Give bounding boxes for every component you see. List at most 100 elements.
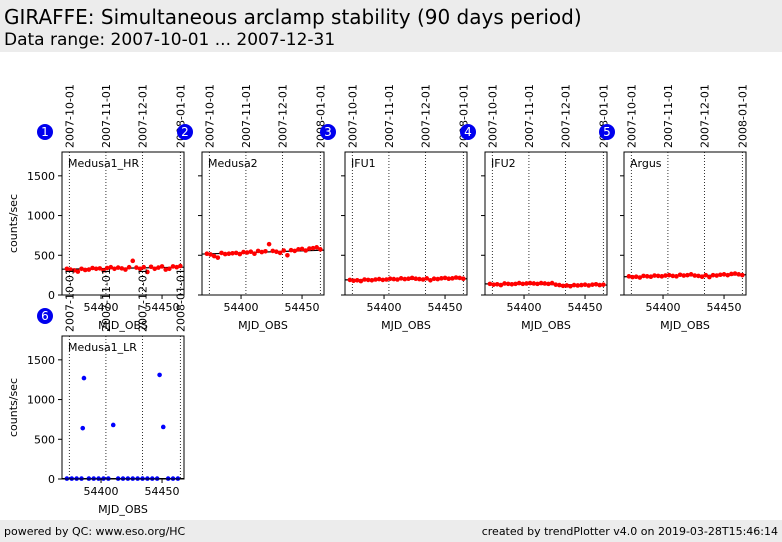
data-point: [369, 278, 375, 283]
data-point: [531, 281, 537, 286]
chart-panel-3: 3 2007-10-01 2007-11-01 2007-12-01 2008-01-0…: [320, 84, 470, 332]
data-point: [391, 276, 397, 282]
data-point: [699, 274, 705, 280]
date-tick-label: 2008-01-01: [174, 268, 187, 332]
data-point: [248, 249, 254, 255]
data-point: [450, 276, 455, 281]
x-tick-label: 54450: [707, 301, 742, 314]
data-point: [277, 250, 283, 256]
x-axis-label: MJD_OBS: [660, 319, 710, 332]
data-point: [80, 425, 86, 431]
panel-badge-icon: [177, 124, 193, 140]
data-point: [90, 265, 95, 271]
panel-label: Argus: [630, 157, 662, 170]
data-point: [516, 280, 522, 286]
data-point: [520, 281, 526, 287]
x-axis-label: MJD_OBS: [381, 319, 431, 332]
data-point: [542, 281, 548, 286]
panel-label: Medusa1_LR: [68, 341, 137, 354]
data-point: [740, 272, 745, 278]
data-point: [494, 281, 500, 287]
date-tick-label: 2007-11-01: [523, 84, 536, 148]
data-point: [703, 272, 709, 278]
data-point: [535, 281, 540, 287]
data-point: [108, 264, 114, 270]
panel-badge-number: 3: [324, 125, 332, 139]
date-tick-label: 2007-11-01: [662, 84, 675, 148]
data-point: [303, 248, 309, 253]
data-point: [696, 273, 701, 279]
data-point: [226, 251, 232, 256]
data-point: [145, 269, 150, 275]
x-tick-label: 54400: [367, 301, 402, 314]
data-point: [491, 282, 496, 287]
data-point: [546, 281, 551, 287]
data-point: [630, 274, 635, 280]
date-tick-label: 2007-12-01: [699, 84, 712, 148]
data-point: [549, 280, 555, 286]
data-point: [384, 277, 389, 282]
date-tick-label: 2007-12-01: [560, 84, 573, 148]
data-point: [318, 247, 323, 252]
data-point: [274, 249, 279, 255]
date-tick-label: 2007-12-01: [277, 84, 290, 148]
data-point: [259, 249, 265, 255]
date-tick-label: 2007-10-01: [486, 84, 499, 148]
data-point: [281, 248, 287, 253]
data-point: [670, 273, 676, 279]
data-point: [296, 247, 301, 252]
data-point: [351, 278, 356, 284]
data-point: [68, 267, 73, 272]
data-point: [505, 281, 511, 287]
data-point: [64, 266, 70, 272]
date-tick-label: 2007-11-01: [240, 84, 253, 148]
data-point: [130, 258, 136, 264]
data-point: [152, 266, 158, 272]
data-point: [571, 282, 577, 288]
data-point: [110, 422, 116, 428]
data-point: [123, 267, 128, 272]
data-point: [428, 278, 433, 283]
chart-panel-4: 4 2007-10-01 2007-11-01 2007-12-01 2008-01-0…: [460, 84, 610, 332]
data-point: [582, 282, 588, 287]
data-point: [498, 282, 504, 288]
y-tick-label: 1500: [27, 354, 55, 367]
chart-panel-1: 1 2007-10-01 2007-11-01 2007-12-01 2008-01-0…: [7, 84, 187, 332]
data-point: [732, 271, 738, 276]
data-point: [439, 276, 444, 281]
data-point: [553, 282, 559, 287]
y-tick-label: 0: [48, 473, 55, 486]
data-point: [601, 282, 606, 287]
data-point: [263, 249, 268, 254]
data-point: [167, 266, 172, 272]
data-point: [307, 246, 312, 251]
data-point: [409, 275, 415, 281]
data-point: [101, 268, 106, 273]
panel-badge-number: 5: [603, 125, 611, 139]
data-point: [674, 274, 679, 279]
x-tick-label: 54450: [428, 301, 463, 314]
data-point: [487, 281, 493, 287]
y-axis-label: counts/sec: [7, 378, 20, 437]
data-point: [648, 274, 654, 280]
data-point: [644, 274, 650, 279]
plot-frame: [61, 335, 185, 480]
x-axis-label: MJD_OBS: [521, 319, 571, 332]
data-point: [652, 273, 657, 278]
date-tick-label: 2007-11-01: [383, 84, 396, 148]
data-point: [112, 266, 117, 272]
chart-panel-2: 2 2007-10-01 2007-11-01 2007-12-01 2008-01-0…: [177, 84, 327, 332]
data-point: [230, 250, 235, 256]
data-point: [714, 273, 720, 278]
data-point: [285, 252, 290, 258]
data-point: [586, 283, 591, 288]
data-point: [215, 255, 221, 260]
x-tick-label: 54400: [224, 301, 259, 314]
data-point: [115, 265, 121, 270]
data-point: [453, 275, 459, 280]
date-tick-label: 2007-10-01: [63, 84, 76, 148]
y-tick-label: 500: [34, 433, 55, 446]
data-point: [376, 276, 382, 282]
data-point: [597, 282, 602, 288]
data-point: [666, 272, 672, 278]
